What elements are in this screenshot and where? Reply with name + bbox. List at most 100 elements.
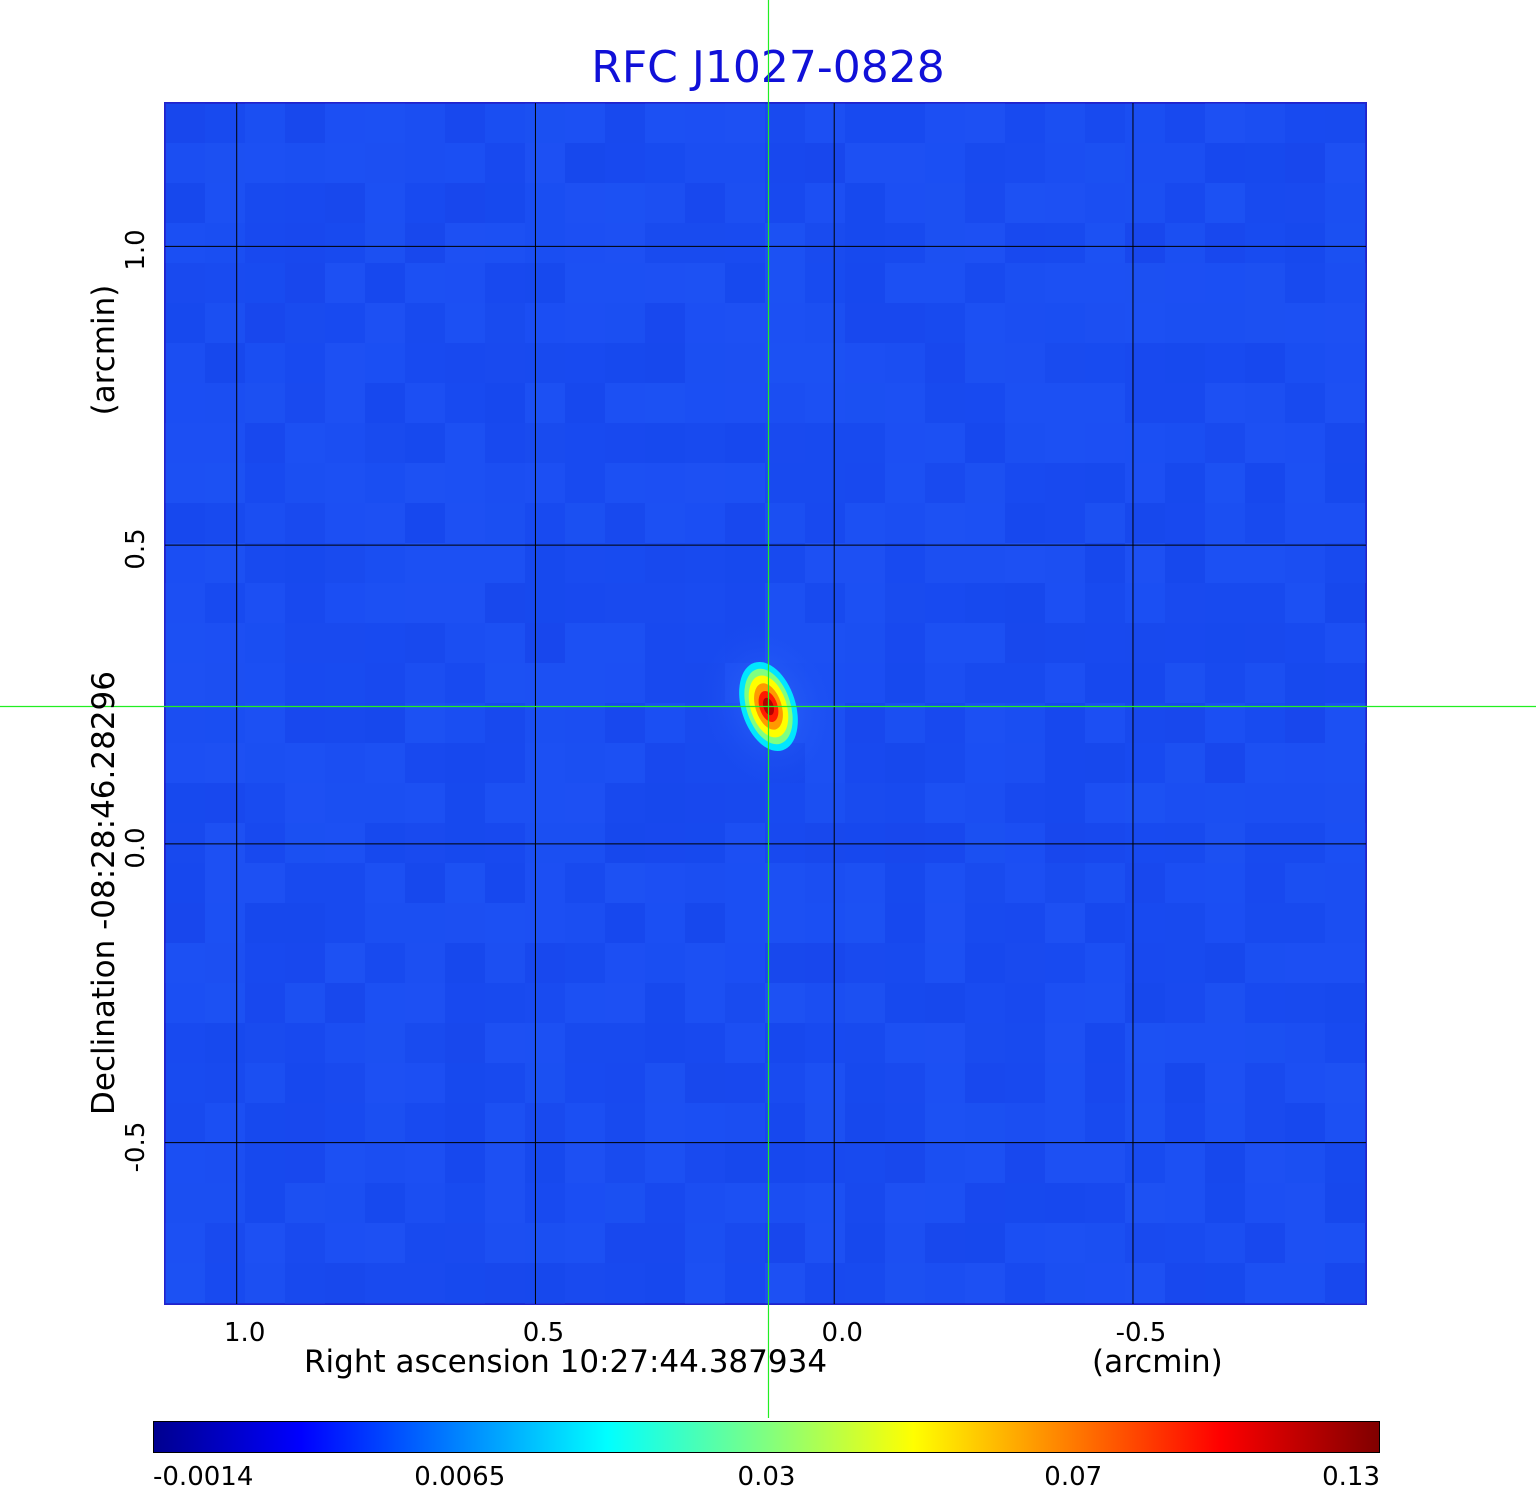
noise-cell [805,383,845,423]
noise-cell [165,1183,205,1223]
noise-cell [1365,263,1366,303]
noise-cell [1245,623,1285,663]
noise-cell [365,143,405,183]
noise-cell [1245,783,1285,823]
noise-cell [605,1183,645,1223]
noise-cell [1165,623,1205,663]
noise-cell [1085,663,1125,703]
noise-cell [1125,103,1165,143]
noise-cell [405,1303,445,1304]
noise-cell [645,103,685,143]
noise-cell [405,383,445,423]
noise-cell [445,743,485,783]
noise-cell [205,583,245,623]
noise-cell [485,863,525,903]
noise-cell [325,103,365,143]
noise-cell [965,583,1005,623]
noise-cell [725,503,765,543]
noise-cell [1165,1183,1205,1223]
noise-cell [325,183,365,223]
noise-cell [245,1183,285,1223]
noise-cell [805,1063,845,1103]
noise-cell [965,863,1005,903]
noise-cell [525,863,565,903]
noise-cell [965,1023,1005,1063]
noise-cell [1165,223,1205,263]
noise-cell [1005,623,1045,663]
noise-cell [725,863,765,903]
noise-cell [1165,663,1205,703]
noise-cell [1245,463,1285,503]
noise-cell [205,103,245,143]
noise-cell [445,143,485,183]
noise-cell [565,783,605,823]
colorbar-tick-label: 0.13 [1322,1462,1380,1492]
noise-cell [1245,143,1285,183]
y-tick-label: 0.5 [121,528,151,570]
noise-cell [1205,303,1245,343]
noise-cell [245,263,285,303]
noise-cell [205,703,245,743]
noise-cell [605,263,645,303]
noise-cell [365,503,405,543]
noise-cell [485,343,525,383]
noise-cell [445,863,485,903]
noise-cell [1325,1263,1365,1303]
noise-cell [965,1183,1005,1223]
noise-cell [685,503,725,543]
noise-cell [1205,743,1245,783]
noise-cell [565,863,605,903]
noise-cell [1005,423,1045,463]
noise-cell [485,463,525,503]
noise-cell [245,1303,285,1304]
noise-cell [805,223,845,263]
noise-cell [765,863,805,903]
noise-cell [1285,1023,1325,1063]
noise-cell [485,1223,525,1263]
noise-cell [1365,1263,1366,1303]
noise-cell [205,783,245,823]
x-axis-unit: (arcmin) [1092,1344,1223,1380]
noise-cell [565,143,605,183]
noise-cell [165,143,205,183]
noise-cell [1125,1223,1165,1263]
noise-cell [1285,103,1325,143]
noise-cell [325,1263,365,1303]
noise-cell [285,863,325,903]
noise-cell [925,903,965,943]
noise-cell [925,1183,965,1223]
noise-cell [245,623,285,663]
noise-cell [1285,263,1325,303]
noise-cell [845,1103,885,1143]
colorbar-tick-label: 0.0065 [414,1462,506,1492]
noise-cell [1325,703,1365,743]
noise-cell [925,823,965,863]
noise-cell [1085,543,1125,583]
noise-cell [685,1143,725,1183]
noise-cell [205,663,245,703]
noise-cell [605,1103,645,1143]
noise-cell [845,663,885,703]
noise-cell [445,343,485,383]
noise-cell [1125,143,1165,183]
noise-cell [205,943,245,983]
noise-cell [885,983,925,1023]
noise-cell [1365,943,1366,983]
noise-cell [325,1103,365,1143]
noise-cell [805,903,845,943]
noise-cell [365,543,405,583]
noise-cell [1165,1143,1205,1183]
noise-cell [965,303,1005,343]
noise-cell [565,263,605,303]
noise-cell [605,823,645,863]
noise-cell [1285,1063,1325,1103]
noise-cell [245,423,285,463]
noise-cell [165,583,205,623]
noise-cell [645,1143,685,1183]
noise-cell [1205,983,1245,1023]
noise-cell [805,543,845,583]
noise-cell [925,183,965,223]
noise-cell [1045,903,1085,943]
noise-cell [1285,783,1325,823]
